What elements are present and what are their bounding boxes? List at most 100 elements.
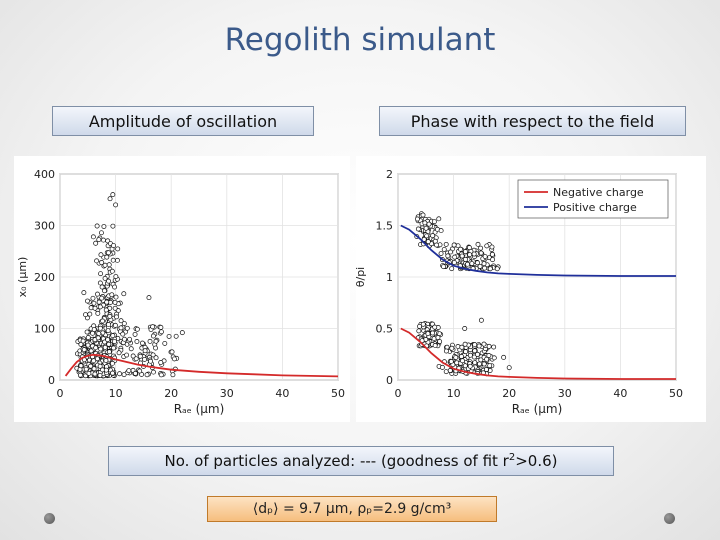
data-point [115,246,121,252]
data-point [112,299,118,305]
data-point [100,237,106,243]
data-point [462,326,468,331]
data-point [117,371,123,377]
data-point [144,372,150,378]
data-point [127,336,133,342]
data-point [98,252,104,258]
formula-box: ⟨dₚ⟩ = 9.7 µm, ρₚ=2.9 g/cm³ [207,496,497,522]
data-point [81,290,87,296]
data-point [105,328,111,334]
data-point [490,257,496,263]
data-point [103,307,109,313]
data-point [120,331,126,337]
x-tick-label: 10 [447,387,461,400]
data-point [451,242,457,248]
data-point [102,288,107,294]
data-point [467,352,473,358]
data-point [97,363,103,369]
data-point [134,326,140,332]
data-point [92,305,98,311]
data-point [471,251,477,257]
data-point [106,262,112,268]
data-point [107,313,113,319]
data-point [106,341,112,347]
data-point [133,356,139,362]
data-point [159,329,164,335]
fit-line-positive-charge [400,224,676,277]
data-point [112,284,118,290]
decorative-dot-left [44,513,55,524]
data-point [426,221,432,227]
data-point [424,233,430,239]
data-point [110,370,115,376]
data-point [112,339,117,345]
data-point [83,366,89,372]
data-point [106,278,112,284]
data-point [110,192,116,198]
data-point [441,264,446,270]
data-point [103,358,109,363]
data-point [85,342,91,348]
data-point [150,324,156,330]
data-point [132,370,138,376]
data-point [487,266,493,272]
data-point [88,363,94,369]
data-point [106,321,111,327]
data-point [111,345,117,351]
data-point [80,338,86,344]
data-point [449,345,455,351]
data-point [441,246,447,252]
data-point [90,295,96,301]
data-point [451,260,457,266]
data-point [128,346,134,352]
data-point [95,291,100,297]
data-point [481,361,487,367]
x-tick-label: 40 [275,387,289,400]
data-point [91,300,97,306]
data-point [436,216,442,222]
data-point [478,357,484,363]
data-point [153,355,159,361]
data-point [151,369,156,375]
legend-entry: Negative charge [553,186,644,199]
data-point [169,349,175,355]
data-point [475,351,480,357]
data-point [104,254,110,260]
data-point [88,348,94,354]
data-point [148,358,153,364]
data-point [96,330,102,336]
data-point [150,352,156,358]
x-tick-label: 40 [613,387,627,400]
data-point [104,299,110,305]
data-point [90,234,96,240]
data-point [489,244,495,250]
data-point [94,356,100,362]
data-point [102,262,108,268]
data-point [97,304,103,310]
data-point [460,358,465,364]
data-point [166,333,172,339]
data-point [170,372,176,378]
data-point [121,291,127,297]
data-point [105,337,111,343]
data-point [94,258,100,264]
data-point [478,245,484,251]
x-tick-label: 0 [395,387,402,400]
data-point [134,339,140,344]
data-point [110,360,115,366]
data-point [421,236,427,242]
slide-title: Regolith simulant [224,22,496,58]
data-point [137,353,143,359]
data-point [478,317,484,323]
data-point [96,299,102,305]
x-tick-label: 0 [57,387,64,400]
data-point [431,336,437,342]
phase-label: Phase with respect to the field [410,111,655,131]
data-point [443,241,449,247]
data-point [432,324,438,330]
data-point [93,345,99,351]
phase-chart-panel: 0 10 20 30 40 50 0 0.5 1 1.5 2 Rₐₑ (µm) θ/pi Negative… [354,156,706,422]
x-tick-label: 30 [558,387,572,400]
phase-label-box: Phase with respect to the field [379,106,686,136]
data-point [475,241,481,247]
